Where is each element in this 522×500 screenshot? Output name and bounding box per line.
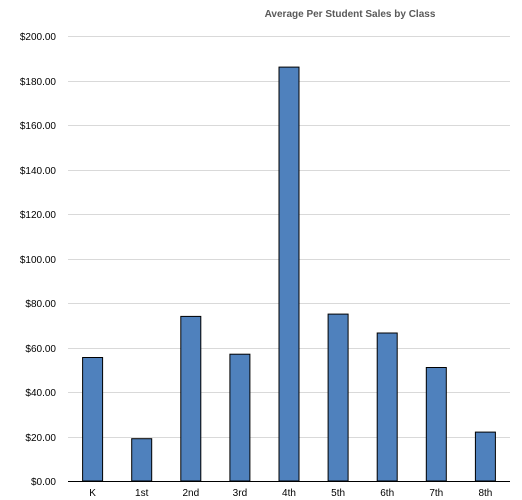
x-axis-tick-labels: K 1st 2nd 3rd 4th 5th 6th 7th 8th [89,488,492,499]
x-tick-label: 8th [478,488,492,499]
bar-7th [425,367,447,482]
bar-6th [376,332,398,482]
y-axis-tick-labels: $0.00 $20.00 $40.00 $60.00 $80.00 $100.00 $120… [20,32,57,488]
bar-3rd [229,353,251,482]
bars [82,66,496,482]
bar-k [82,357,104,482]
y-tick-label: $200.00 [20,32,57,43]
y-tick-label: $160.00 [20,121,57,132]
y-tick-label: $140.00 [20,166,57,177]
y-tick-label: $0.00 [31,477,56,488]
y-tick-label: $20.00 [25,433,56,444]
y-tick-label: $80.00 [25,299,56,310]
x-tick-label: 2nd [182,488,199,499]
x-tick-label: 5th [331,488,345,499]
x-tick-label: 4th [282,488,296,499]
y-tick-label: $60.00 [25,344,56,355]
bar-5th [327,313,349,482]
x-tick-label: 7th [429,488,443,499]
bar-4th [278,66,300,482]
bar-2nd [180,315,202,482]
x-tick-label: K [89,488,96,499]
y-tick-label: $40.00 [25,388,56,399]
x-tick-label: 3rd [233,488,247,499]
x-tick-label: 6th [380,488,394,499]
y-tick-label: $100.00 [20,255,57,266]
y-tick-label: $180.00 [20,77,57,88]
y-tick-label: $120.00 [20,210,57,221]
bar-1st [131,438,153,482]
bar-8th [474,431,496,482]
x-tick-label: 1st [135,488,149,499]
chart-title: Average Per Student Sales by Class [265,9,436,20]
